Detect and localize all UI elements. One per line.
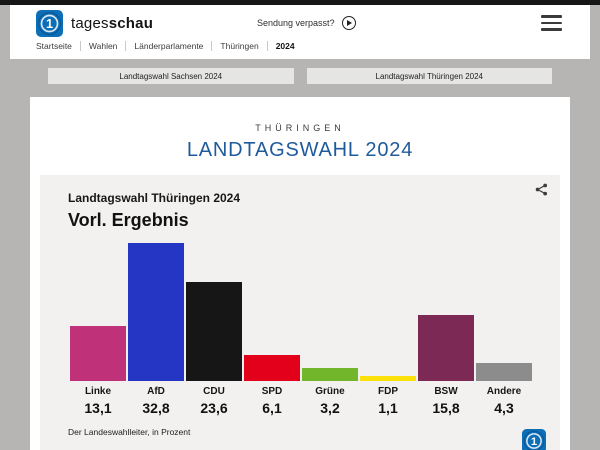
party-value-grüne: 3,2 bbox=[320, 400, 340, 416]
bar-spd bbox=[244, 355, 300, 381]
chart-column-linke: Linke 13,1 bbox=[70, 239, 126, 416]
bar-area bbox=[186, 239, 242, 381]
bar-fdp bbox=[360, 376, 416, 381]
bar-area bbox=[418, 239, 474, 381]
party-value-andere: 4,3 bbox=[494, 400, 514, 416]
chart-column-andere: Andere 4,3 bbox=[476, 239, 532, 416]
chart-column-grüne: Grüne 3,2 bbox=[302, 239, 358, 416]
menu-bar bbox=[541, 28, 562, 31]
results-chart-card: Landtagswahl Thüringen 2024 Vorl. Ergebn… bbox=[40, 175, 560, 450]
party-value-cdu: 23,6 bbox=[200, 400, 228, 416]
bar-area bbox=[476, 239, 532, 381]
party-value-fdp: 1,1 bbox=[378, 400, 398, 416]
breadcrumb-item-laenderparlamente[interactable]: Länderparlamente bbox=[134, 41, 204, 51]
tab-landtagswahl-thueringen[interactable]: Landtagswahl Thüringen 2024 bbox=[306, 68, 552, 84]
main-content: THÜRINGEN LANDTAGSWAHL 2024 Landtagswahl… bbox=[30, 97, 570, 450]
brand-text-light: tages bbox=[71, 14, 109, 32]
menu-bar bbox=[541, 15, 562, 18]
bar-area bbox=[302, 239, 358, 381]
breadcrumb-item-wahlen[interactable]: Wahlen bbox=[88, 41, 118, 51]
party-label-grüne: Grüne bbox=[315, 386, 345, 397]
menu-icon[interactable] bbox=[539, 11, 564, 35]
party-value-spd: 6,1 bbox=[262, 400, 282, 416]
brand-text-bold: schau bbox=[108, 14, 154, 32]
bar-area bbox=[244, 239, 300, 381]
tagesschau-logo-icon[interactable]: 1 bbox=[522, 429, 546, 450]
header-shell: 1 tagesschau Sendung verpasst? Startseit… bbox=[10, 5, 590, 59]
chart-title: Landtagswahl Thüringen 2024 bbox=[68, 191, 241, 205]
chart-source: Der Landeswahlleiter, in Prozent bbox=[68, 427, 191, 437]
sendung-verpasst-link[interactable]: Sendung verpasst? bbox=[257, 5, 356, 41]
election-tabs-band: Landtagswahl Sachsen 2024 Landtagswahl T… bbox=[0, 59, 600, 97]
page-title: LANDTAGSWAHL 2024 bbox=[186, 139, 414, 161]
bar-grüne bbox=[302, 368, 358, 381]
brand-home-link[interactable]: 1 tagesschau bbox=[36, 9, 153, 37]
chart-column-fdp: FDP 1,1 bbox=[360, 239, 416, 416]
header: 1 tagesschau Sendung verpasst? bbox=[10, 5, 590, 41]
party-label-andere: Andere bbox=[486, 386, 522, 397]
breadcrumb-separator bbox=[125, 41, 127, 51]
breadcrumb-item-2024[interactable]: 2024 bbox=[275, 41, 295, 51]
play-icon[interactable] bbox=[341, 16, 356, 30]
region-kicker: THÜRINGEN bbox=[255, 123, 345, 133]
party-label-bsw: BSW bbox=[434, 386, 458, 397]
sendung-verpasst-label: Sendung verpasst? bbox=[257, 18, 335, 28]
chart-subtitle: Vorl. Ergebnis bbox=[68, 210, 189, 230]
party-label-spd: SPD bbox=[261, 386, 283, 397]
party-label-afd: AfD bbox=[147, 386, 165, 397]
menu-bar bbox=[541, 21, 562, 25]
chart-column-bsw: BSW 15,8 bbox=[418, 239, 474, 416]
bar-bsw bbox=[418, 315, 474, 381]
party-value-afd: 32,8 bbox=[142, 400, 170, 416]
breadcrumb-separator bbox=[79, 41, 81, 51]
play-triangle-icon bbox=[346, 20, 352, 26]
breadcrumb: Startseite Wahlen Länderparlamente Thüri… bbox=[10, 41, 590, 59]
party-label-linke: Linke bbox=[84, 386, 112, 397]
election-tabs: Landtagswahl Sachsen 2024 Landtagswahl T… bbox=[48, 68, 552, 84]
svg-text:1: 1 bbox=[46, 17, 53, 31]
bar-cdu bbox=[186, 282, 242, 381]
bar-andere bbox=[476, 363, 532, 381]
share-icon[interactable] bbox=[532, 180, 551, 204]
chart-column-afd: AfD 32,8 bbox=[128, 239, 184, 416]
breadcrumb-item-startseite[interactable]: Startseite bbox=[36, 41, 72, 51]
bar-area bbox=[70, 239, 126, 381]
bar-afd bbox=[128, 243, 184, 381]
party-value-bsw: 15,8 bbox=[432, 400, 460, 416]
tagesschau-logo-icon: 1 bbox=[36, 9, 63, 37]
chart-column-spd: SPD 6,1 bbox=[244, 239, 300, 416]
party-label-cdu: CDU bbox=[203, 386, 225, 397]
top-dark-bar bbox=[0, 0, 600, 5]
party-label-fdp: FDP bbox=[378, 386, 398, 397]
chart-columns: Linke 13,1 AfD 32,8 CDU 23,6 SPD 6,1 Grüne 3,2 FDP… bbox=[70, 239, 532, 416]
chart-column-cdu: CDU 23,6 bbox=[186, 239, 242, 416]
bar-area bbox=[128, 239, 184, 381]
breadcrumb-separator bbox=[266, 41, 268, 51]
brand-wordmark: tagesschau bbox=[71, 15, 153, 32]
breadcrumb-separator bbox=[211, 41, 213, 51]
svg-text:1: 1 bbox=[531, 436, 537, 448]
tab-landtagswahl-sachsen[interactable]: Landtagswahl Sachsen 2024 bbox=[48, 68, 294, 84]
breadcrumb-item-thueringen[interactable]: Thüringen bbox=[220, 41, 259, 51]
party-value-linke: 13,1 bbox=[84, 400, 112, 416]
bar-area bbox=[360, 239, 416, 381]
bar-linke bbox=[70, 326, 126, 381]
